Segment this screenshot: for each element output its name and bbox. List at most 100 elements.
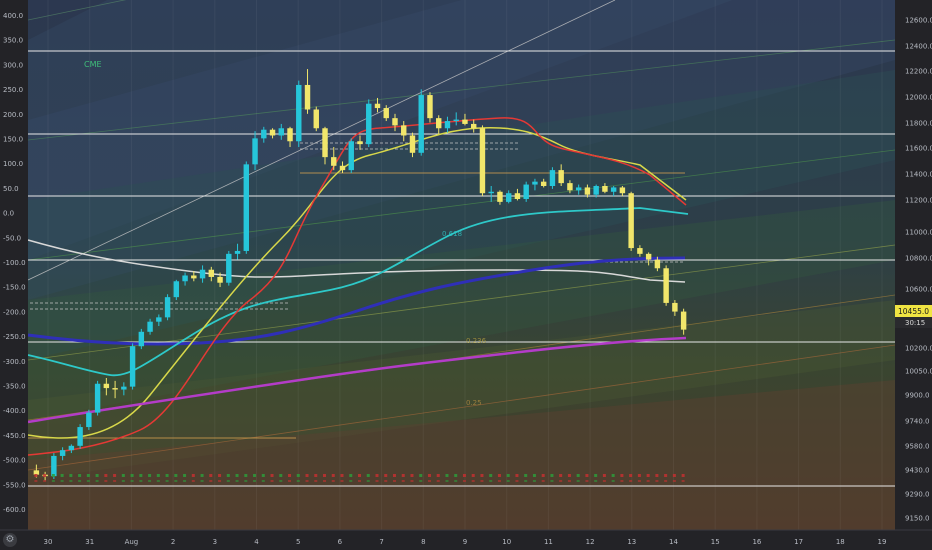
candle-body[interactable]: [331, 157, 337, 166]
candle-body[interactable]: [339, 165, 346, 171]
candle-body[interactable]: [164, 297, 171, 318]
signal-dot: [515, 480, 519, 482]
candle-body[interactable]: [77, 427, 83, 446]
candle-body[interactable]: [199, 269, 206, 279]
candle-body[interactable]: [191, 275, 197, 279]
left-axis[interactable]: [0, 0, 28, 530]
signal-dot: [454, 474, 458, 477]
right-axis-label: 12200.0: [905, 68, 932, 76]
signal-dot: [515, 474, 519, 477]
candle-body[interactable]: [523, 184, 529, 199]
candle-body[interactable]: [392, 118, 398, 126]
time-axis-label: 14: [669, 538, 678, 546]
candle-body[interactable]: [409, 135, 416, 153]
candle-body[interactable]: [366, 103, 372, 145]
signal-dot: [611, 474, 615, 477]
candle-body[interactable]: [558, 170, 564, 184]
candle-body[interactable]: [296, 84, 302, 142]
candle-body[interactable]: [610, 187, 617, 192]
candle-body[interactable]: [103, 383, 110, 389]
candle-body[interactable]: [112, 388, 118, 390]
candle-body[interactable]: [575, 187, 582, 191]
candle-body[interactable]: [549, 170, 556, 186]
candle-body[interactable]: [243, 164, 250, 251]
candle-body[interactable]: [654, 259, 661, 269]
candle-body[interactable]: [645, 253, 652, 260]
candle-body[interactable]: [567, 183, 573, 191]
candle-body[interactable]: [94, 383, 101, 413]
candle-body[interactable]: [418, 95, 424, 153]
candle-body[interactable]: [628, 193, 634, 249]
signal-dot: [427, 474, 431, 477]
right-axis-label: 11400.0: [905, 171, 932, 179]
candle-body[interactable]: [51, 455, 57, 477]
candle-body[interactable]: [436, 118, 442, 129]
candle-body[interactable]: [313, 109, 319, 129]
candle-body[interactable]: [374, 103, 381, 109]
candle-body[interactable]: [453, 119, 459, 122]
right-axis[interactable]: [895, 0, 932, 550]
candle-body[interactable]: [401, 125, 407, 136]
candle-body[interactable]: [261, 129, 267, 139]
time-axis[interactable]: [0, 530, 932, 550]
candle-body[interactable]: [147, 321, 153, 332]
candle-body[interactable]: [269, 129, 276, 136]
candle-body[interactable]: [680, 311, 687, 330]
candle-body[interactable]: [540, 181, 547, 186]
candle-body[interactable]: [68, 445, 75, 451]
candle-body[interactable]: [479, 128, 486, 194]
candle-body[interactable]: [383, 108, 389, 119]
time-axis-label: 15: [711, 538, 720, 546]
candle-body[interactable]: [234, 250, 241, 254]
candle-body[interactable]: [462, 119, 468, 124]
candle-body[interactable]: [584, 187, 591, 195]
signal-dot: [489, 474, 493, 477]
candle-body[interactable]: [593, 186, 599, 195]
signal-dot: [60, 474, 64, 477]
candle-body[interactable]: [278, 128, 284, 136]
candle-body[interactable]: [59, 450, 66, 456]
signal-dot: [165, 474, 169, 477]
candle-body[interactable]: [138, 331, 145, 347]
signal-dot: [672, 480, 676, 482]
candle-body[interactable]: [602, 186, 608, 192]
candle-body[interactable]: [252, 138, 258, 165]
candle-body[interactable]: [497, 191, 503, 202]
candle-body[interactable]: [129, 346, 136, 387]
candle-body[interactable]: [182, 275, 188, 282]
candle-body[interactable]: [226, 253, 232, 283]
candle-body[interactable]: [156, 317, 162, 322]
candle-body[interactable]: [672, 302, 678, 312]
signal-dot: [375, 474, 379, 477]
candle-body[interactable]: [444, 121, 451, 129]
candle-body[interactable]: [287, 128, 293, 142]
candle-body[interactable]: [663, 268, 669, 303]
candle-body[interactable]: [357, 141, 363, 145]
candle-body[interactable]: [86, 412, 92, 428]
candle-body[interactable]: [217, 276, 223, 283]
candlesticks[interactable]: [33, 69, 687, 481]
candle-body[interactable]: [637, 248, 643, 254]
candle-body[interactable]: [532, 181, 538, 185]
candle-body[interactable]: [505, 193, 512, 202]
signal-dot: [244, 474, 248, 477]
candle-body[interactable]: [208, 269, 215, 277]
settings-gear-icon[interactable]: ⚙: [3, 533, 17, 547]
time-axis-label: 30: [44, 538, 53, 546]
candle-body[interactable]: [173, 281, 180, 298]
candle-body[interactable]: [33, 470, 40, 475]
candle-body[interactable]: [488, 191, 494, 194]
signal-dot: [620, 480, 624, 482]
candle-body[interactable]: [470, 123, 477, 129]
signal-dot: [392, 474, 396, 477]
candle-body[interactable]: [348, 141, 354, 171]
candle-body[interactable]: [427, 95, 433, 119]
trend-line[interactable]: [28, 0, 616, 281]
candle-body[interactable]: [619, 187, 626, 194]
candle-body[interactable]: [304, 84, 311, 110]
candle-body[interactable]: [121, 386, 127, 390]
signal-dot: [191, 480, 195, 482]
candle-body[interactable]: [514, 193, 521, 199]
candle-body[interactable]: [322, 128, 328, 158]
